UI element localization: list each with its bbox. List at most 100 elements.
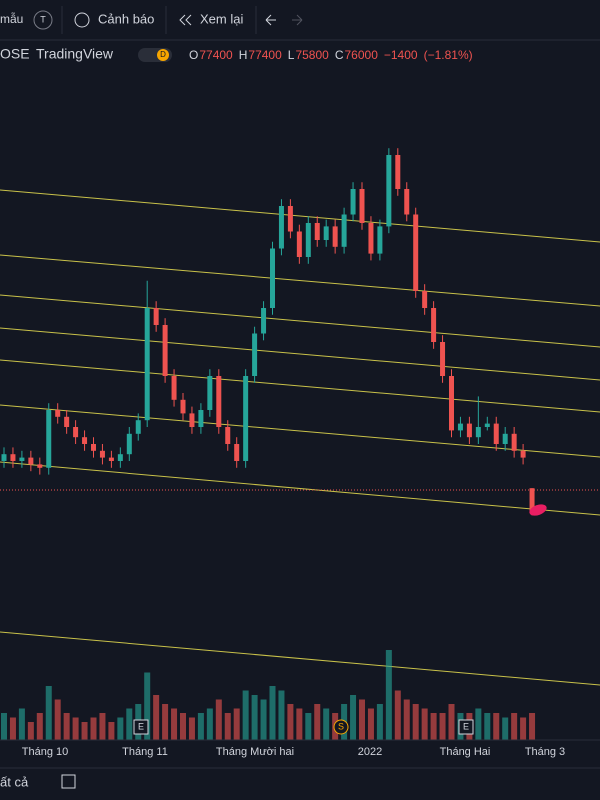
volume-bar [260, 699, 267, 740]
trend-line [0, 294, 600, 348]
candle-body [493, 423, 499, 444]
candle-body [126, 433, 132, 455]
x-tick-label: Tháng 3 [525, 746, 565, 758]
candle-body [395, 155, 401, 189]
marker [529, 504, 547, 516]
templates[interactable]: mẫu [0, 11, 23, 26]
redo[interactable] [292, 14, 303, 26]
trend-line [0, 404, 600, 458]
volume-bar [403, 699, 410, 740]
volume-bar [421, 708, 428, 740]
trend-line [0, 631, 600, 686]
candle-body [19, 457, 25, 461]
x-tick-label: 2022 [358, 746, 382, 758]
candle-body [341, 214, 347, 247]
volume-bar [269, 686, 276, 740]
volume-bar [493, 713, 500, 740]
candle-body [323, 226, 329, 240]
candle-body [261, 308, 267, 334]
x-tick-label: Tháng Hai [440, 746, 491, 758]
candle-body [457, 423, 463, 431]
ohlc-value: (−1.81%) [424, 48, 473, 62]
volume-bar [153, 695, 160, 740]
candle-body [144, 308, 150, 421]
candle-body [377, 226, 383, 254]
volume-bar [278, 690, 285, 740]
replay-icon[interactable] [179, 14, 192, 26]
undo[interactable] [265, 14, 276, 26]
volume-bar [117, 717, 124, 740]
source: TradingView [36, 46, 114, 62]
volume-bar [36, 713, 43, 740]
candle-body [82, 437, 88, 444]
ohlc-value: 76000 [345, 48, 379, 62]
ohlc-value: 77400 [248, 48, 282, 62]
volume-bar [126, 708, 133, 740]
candle-body [91, 444, 96, 451]
volume-bar [296, 708, 303, 740]
trend-line [0, 189, 600, 243]
ohlc-label: O [189, 48, 198, 62]
candle-body [305, 223, 311, 257]
volume-bar [90, 717, 97, 740]
footer-icon[interactable] [61, 774, 76, 789]
candle-body [207, 376, 213, 410]
volume-bar [350, 695, 357, 740]
alert-icon[interactable] [74, 12, 90, 28]
candle-body [1, 454, 7, 461]
volume-bar [412, 704, 419, 740]
volume-bar [233, 708, 240, 740]
exchange: OSE [0, 46, 30, 62]
volume-bar [502, 717, 509, 740]
event-badge [133, 719, 149, 735]
candle-body [55, 410, 61, 417]
volume-bar [27, 722, 34, 740]
volume-bar [385, 650, 392, 740]
volume-bar [520, 717, 527, 740]
ohlc-label: H [239, 48, 248, 62]
interval-dot [157, 49, 169, 61]
volume-bar [287, 704, 294, 740]
event-badge [458, 719, 474, 735]
volume-bar [448, 704, 455, 740]
candle-body [10, 454, 16, 461]
candle-body [431, 308, 437, 342]
candle-body [225, 427, 231, 444]
candle-body [135, 420, 141, 434]
ohlc-legend: O 77400 H 77400 L 75800 C 76000 −1400 (−1.81%) [189, 48, 473, 62]
candle-body [37, 464, 43, 468]
candle-body [108, 457, 114, 461]
ohlc-value: −1400 [384, 48, 418, 62]
candle-body [484, 423, 490, 427]
footer-tab[interactable]: ất cả [0, 774, 29, 789]
candle-body [252, 333, 258, 376]
volume-bar [475, 708, 482, 740]
alerts-button[interactable]: Cảnh báo [98, 11, 154, 26]
candle-body [198, 410, 204, 427]
volume-bar [54, 699, 61, 740]
volume-bar [180, 713, 186, 740]
candle-body [153, 308, 159, 325]
candle-body [99, 450, 105, 458]
volume-bar [108, 722, 115, 740]
x-tick-label: Tháng Mười hai [216, 746, 294, 758]
avatar[interactable] [33, 10, 53, 30]
volume-bar [484, 713, 491, 740]
volume-bar [430, 713, 437, 740]
volume-bar [215, 699, 222, 740]
volume-bar [314, 704, 321, 740]
candle-body [287, 206, 293, 232]
volume-bar [63, 713, 70, 740]
volume-bar [99, 713, 106, 740]
volume-bar [144, 672, 151, 740]
x-tick-label: Tháng 11 [122, 746, 168, 758]
candle-body [64, 416, 70, 427]
candle-body [386, 155, 392, 227]
volume-bar [511, 713, 518, 740]
replay-button[interactable]: Xem lại [200, 11, 243, 26]
candle-body [359, 189, 365, 223]
volume-bar [81, 722, 88, 740]
volume-bar [439, 713, 446, 740]
